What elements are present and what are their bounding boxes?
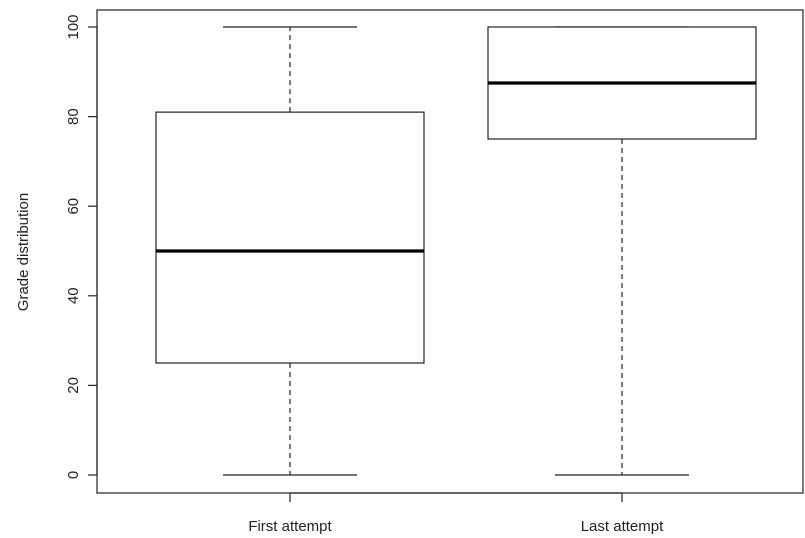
box-2 — [487, 26, 757, 476]
y-tick-label: 80 — [65, 108, 82, 125]
iqr-box — [155, 111, 425, 364]
y-tick-label: 20 — [65, 377, 82, 394]
boxes-layer — [155, 26, 757, 476]
x-axis: First attempt Last attempt — [248, 492, 664, 535]
y-axis: 0 20 40 60 80 100 — [65, 14, 98, 479]
box-1 — [155, 26, 425, 476]
y-tick-label: 0 — [65, 471, 82, 479]
y-tick-label: 60 — [65, 198, 82, 215]
y-tick-label: 40 — [65, 287, 82, 304]
y-tick-label: 100 — [65, 14, 82, 39]
x-tick-label: First attempt — [248, 518, 332, 535]
x-tick-label: Last attempt — [581, 518, 664, 535]
y-axis-label: Grade distribution — [15, 193, 32, 311]
